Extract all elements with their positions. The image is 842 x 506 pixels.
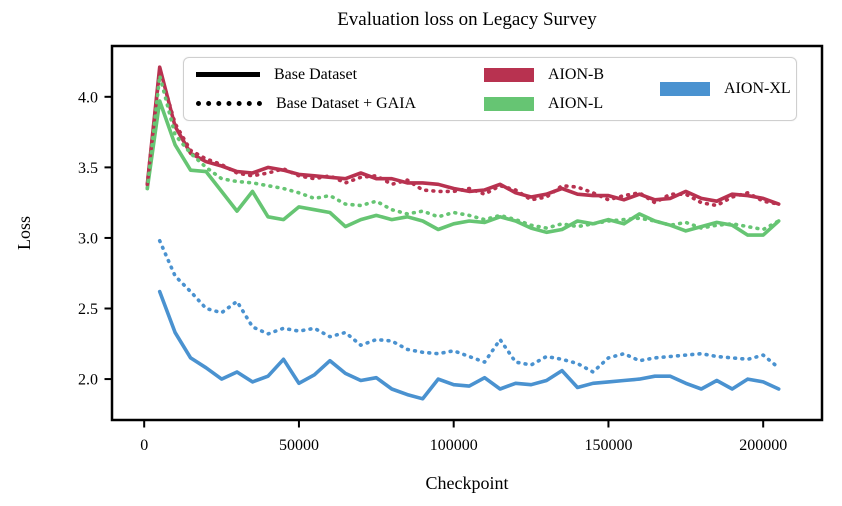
- legend-entry: AION-L: [484, 93, 660, 115]
- legend-entry-label: AION-L: [548, 94, 604, 112]
- legend-entry: Base Dataset: [196, 64, 484, 86]
- series-aion-xl-solid: [157, 289, 781, 401]
- legend-model-column-1: AION-B AION-L: [484, 64, 660, 115]
- legend-entry: AION-XL: [660, 78, 796, 100]
- x-tick-label: 50000: [279, 437, 319, 454]
- x-tick-label: 200000: [739, 437, 787, 454]
- series-layer: [145, 65, 781, 401]
- color-patch: [660, 82, 710, 96]
- x-tick-label: 100000: [430, 437, 478, 454]
- y-tick-label: 3.5: [78, 160, 98, 177]
- legend: Base Dataset Base Dataset + GAIA AION-B AI…: [183, 57, 797, 121]
- color-patch: [484, 67, 534, 82]
- dotted-line-sample: [196, 101, 262, 106]
- solid-line-sample: [196, 72, 260, 77]
- series-aion-l-dotted: [145, 73, 781, 232]
- plot-border: [110, 44, 824, 422]
- tick-layer: 0 50000 100000 150000 200000 2.0 2.5 3.0 3.5 4.0: [78, 89, 787, 454]
- chart-title: Evaluation loss on Legacy Survey: [337, 9, 597, 30]
- legend-entry-label: AION-B: [548, 65, 604, 83]
- y-tick-label: 2.5: [78, 301, 98, 318]
- series-aion-b-dotted: [145, 68, 781, 208]
- legend-entry: AION-B: [484, 64, 660, 86]
- series-aion-xl-dotted: [157, 239, 781, 374]
- y-tick-label: 4.0: [78, 89, 98, 106]
- legend-entry-label: Base Dataset: [274, 65, 358, 83]
- legend-style-column: Base Dataset Base Dataset + GAIA: [196, 64, 484, 115]
- y-axis-label: Loss: [14, 216, 34, 250]
- x-tick-label: 150000: [584, 437, 632, 454]
- legend-entry-label: AION-XL: [724, 80, 791, 97]
- x-tick-label: 0: [140, 437, 148, 454]
- legend-entry: Base Dataset + GAIA: [196, 93, 484, 115]
- color-patch: [484, 96, 534, 111]
- x-axis-label: Checkpoint: [426, 473, 509, 493]
- legend-entry-label: Base Dataset + GAIA: [276, 94, 417, 112]
- legend-model-column-2: AION-XL: [660, 64, 796, 115]
- y-tick-label: 2.0: [78, 372, 98, 389]
- y-tick-label: 3.0: [78, 230, 98, 247]
